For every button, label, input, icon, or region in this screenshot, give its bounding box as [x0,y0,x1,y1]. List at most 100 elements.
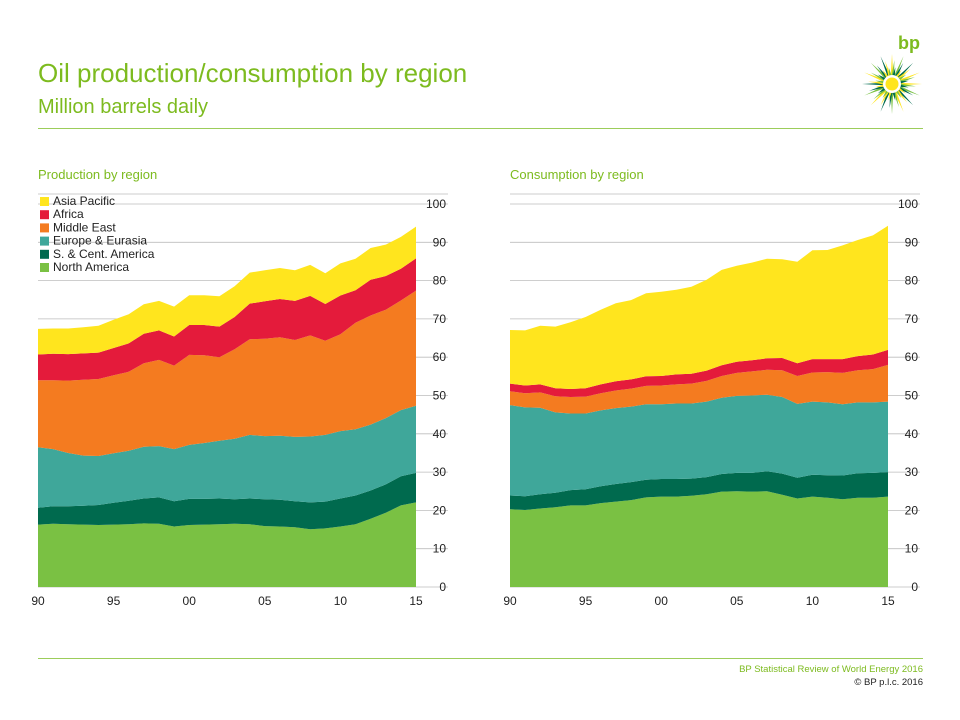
logo-ray [880,90,891,112]
logo-ray [875,80,885,84]
logo-ray [896,88,914,106]
logo-ray [880,90,890,106]
logo-ray [898,85,920,96]
y-tick-label: 0 [911,580,918,594]
y-tick-label: 80 [905,274,919,288]
y-tick-label: 60 [905,350,919,364]
area-series-asia-pacific [38,226,416,355]
area-series-north-america [510,491,888,587]
area-series-africa [510,349,888,397]
logo-ray [864,72,886,83]
chart-title: Production by region [38,167,157,182]
legend-swatch [40,249,49,259]
y-tick-label: 90 [905,235,919,249]
area-series-europe-eurasia [510,394,888,497]
y-tick-label: 0 [439,580,446,594]
x-tick-label: 10 [334,594,348,608]
y-tick-label: 80 [433,274,447,288]
logo-ray [892,91,896,101]
area-series-s-cent-america [510,471,888,510]
bp-wordmark: bp [898,33,920,53]
x-tick-label: 05 [258,594,272,608]
legend-label: Middle East [53,220,116,234]
x-tick-label: 15 [881,594,895,608]
logo-ray [876,65,888,79]
logo-ray [870,72,886,82]
area-series-middle-east [510,364,888,414]
y-tick-label: 30 [905,465,919,479]
logo-ray [893,56,904,78]
y-tick-label: 90 [433,235,447,249]
area-series-north-america [38,502,416,587]
area-series-europe-eurasia [38,405,416,508]
logo-ray [897,68,911,80]
y-tick-label: 100 [898,197,918,211]
area-series-asia-pacific [510,225,888,389]
legend-label: Asia Pacific [53,194,115,208]
production-chart: Production by region 0 10 20 30 40 50 60 70 80 90… [31,167,448,608]
y-tick-label: 70 [433,312,447,326]
area-series-africa [38,258,416,381]
legend-label: North America [53,260,129,274]
legend-swatch [40,210,49,220]
x-tick-label: 95 [107,594,121,608]
logo-ray [895,69,902,79]
logo-ray [899,84,909,88]
y-tick-label: 50 [905,389,919,403]
logo-ray [899,80,909,84]
logo-ray [875,84,885,88]
logo-ray [898,86,914,96]
y-tick-label: 60 [433,350,447,364]
y-tick-label: 20 [905,503,919,517]
logo-ray [892,67,896,77]
header-divider [38,128,923,129]
x-tick-label: 10 [806,594,820,608]
footer-copyright: © BP p.l.c. 2016 [854,677,923,688]
logo-ray [896,89,908,103]
logo-ray [896,62,914,80]
logo-ray [897,87,907,94]
legend-swatch [40,263,49,272]
logo-ray [870,62,888,80]
logo-ray [877,74,887,81]
x-tick-label: 95 [579,594,593,608]
y-tick-label: 40 [433,427,447,441]
legend-swatch [40,223,49,233]
logo-ray [870,88,888,106]
logo-ray [882,89,889,99]
logo-ray [882,69,889,79]
logo-ray [888,91,892,101]
y-tick-label: 50 [433,389,447,403]
consumption-chart: Consumption by region 0 10 20 30 40 50 60 70 80 9… [503,167,920,608]
legend-label: S. & Cent. America [53,247,155,261]
legend-label: Europe & Eurasia [53,234,147,248]
area-series-middle-east [38,290,416,456]
footer-source: BP Statistical Review of World Energy 20… [739,664,923,675]
legend-swatch [40,197,49,206]
legend-swatch [40,236,49,246]
y-tick-label: 10 [433,542,447,556]
logo-ray [897,74,907,81]
page-subtitle: Million barrels daily [38,96,209,118]
logo-ray [895,89,902,99]
x-tick-label: 15 [409,594,423,608]
legend-label: Africa [53,207,84,221]
chart-title: Consumption by region [510,167,644,182]
logo-ray [888,67,892,77]
x-tick-label: 05 [730,594,744,608]
x-tick-label: 90 [503,594,517,608]
x-tick-label: 90 [31,594,45,608]
y-tick-label: 10 [905,542,919,556]
x-tick-label: 00 [655,594,669,608]
y-tick-label: 100 [426,197,446,211]
logo-ray [894,62,904,78]
y-tick-label: 20 [433,503,447,517]
x-tick-label: 00 [183,594,197,608]
logo-ray [873,88,887,100]
logo-ray [877,87,887,94]
y-tick-label: 30 [433,465,447,479]
y-tick-label: 40 [905,427,919,441]
footer-divider [38,658,923,659]
page-title: Oil production/consumption by region [38,58,468,88]
bp-helios-logo [862,54,922,114]
